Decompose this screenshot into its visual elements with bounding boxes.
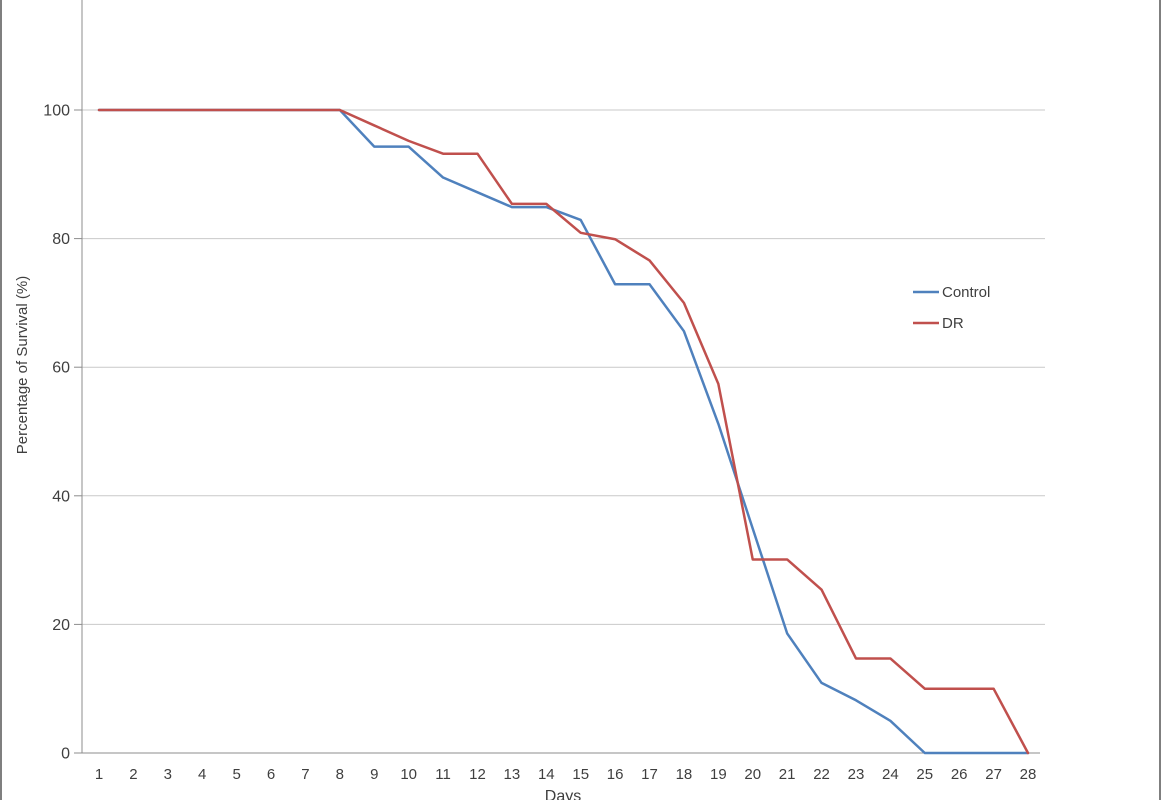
- series-lines: [97, 108, 1030, 755]
- x-axis-title: Days: [545, 788, 581, 800]
- y-tick-label-60: 60: [52, 360, 70, 377]
- x-tick-label-17: 17: [641, 766, 658, 783]
- x-tick-label-6: 6: [267, 766, 275, 783]
- axes: [74, 0, 1040, 754]
- x-tick-label-16: 16: [607, 766, 624, 783]
- x-tick-label-20: 20: [744, 766, 761, 783]
- x-tick-label-11: 11: [435, 766, 451, 783]
- x-tick-label-22: 22: [813, 766, 830, 783]
- x-tick-label-26: 26: [951, 766, 968, 783]
- y-tick-label-0: 0: [61, 746, 70, 763]
- y-tick-label-100: 100: [43, 103, 70, 120]
- x-tick-label-5: 5: [232, 766, 240, 783]
- legend-label-dr: DR: [942, 315, 964, 332]
- x-tick-label-8: 8: [336, 766, 344, 783]
- x-tick-label-2: 2: [129, 766, 137, 783]
- x-tick-label-7: 7: [301, 766, 309, 783]
- y-axis-title: Percentage of Survival (%): [14, 276, 31, 454]
- y-tick-label-20: 20: [52, 617, 70, 634]
- x-tick-label-13: 13: [504, 766, 521, 783]
- x-tick-label-23: 23: [848, 766, 865, 783]
- x-axis-tick-labels: 1 2 3 4 5 6 7 8 9 10 11 12 13 14 15 16 17 18 19 20 21 22 23 24 2…: [95, 766, 1037, 783]
- x-tick-label-9: 9: [370, 766, 378, 783]
- gridlines: [82, 109, 1045, 625]
- x-tick-label-21: 21: [779, 766, 796, 783]
- legend-label-control: Control: [942, 284, 990, 301]
- window-border-right: [1159, 0, 1161, 800]
- x-tick-label-3: 3: [164, 766, 172, 783]
- x-tick-label-4: 4: [198, 766, 206, 783]
- x-tick-label-15: 15: [572, 766, 589, 783]
- x-tick-label-12: 12: [469, 766, 486, 783]
- series-line-dr: [97, 108, 1030, 755]
- window-border-left: [0, 0, 2, 800]
- x-tick-label-25: 25: [916, 766, 933, 783]
- x-tick-label-18: 18: [676, 766, 693, 783]
- y-axis-tick-labels: 0 20 40 60 80 100: [43, 103, 70, 763]
- x-tick-label-10: 10: [400, 766, 417, 783]
- x-tick-label-19: 19: [710, 766, 727, 783]
- y-tick-label-80: 80: [52, 231, 70, 248]
- x-tick-label-28: 28: [1020, 766, 1037, 783]
- x-tick-label-27: 27: [985, 766, 1002, 783]
- series-line-control: [97, 108, 1030, 755]
- x-tick-label-14: 14: [538, 766, 555, 783]
- x-tick-label-1: 1: [95, 766, 103, 783]
- y-tick-label-40: 40: [52, 488, 70, 505]
- x-tick-label-24: 24: [882, 766, 899, 783]
- legend: Control DR: [913, 284, 990, 332]
